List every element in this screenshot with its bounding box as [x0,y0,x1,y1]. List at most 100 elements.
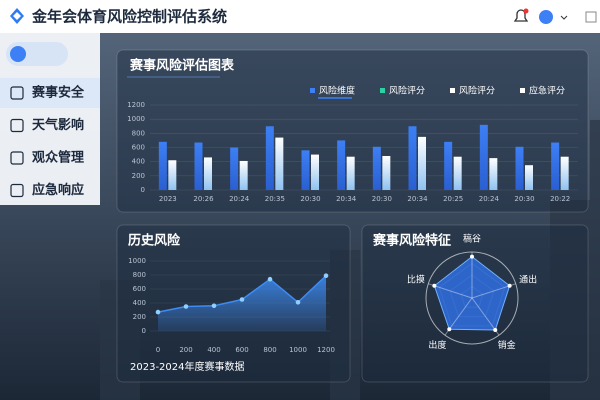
panel-title: 赛事风险评估图表 [129,58,235,74]
nav-icon [10,151,24,165]
nav-icon [10,183,24,198]
x-tick-label: 20:30 [372,195,392,203]
x-tick-label: 20:34 [407,195,428,203]
chart-caption: 2023-2024年度赛事数据 [130,360,245,373]
legend-swatch [520,88,525,93]
radar-area [433,255,511,331]
nav-active-bg [0,78,100,108]
bar [168,160,177,190]
bar [204,157,212,190]
bar [408,126,417,190]
x-tick-label: 20:30 [300,195,320,203]
x-tick-label: 20:24 [479,195,500,203]
bar [301,150,310,190]
app-title: 金年会体育风险控制评估系统 [31,8,227,26]
avatar[interactable] [539,10,553,24]
bar [489,158,498,190]
bar [346,156,355,190]
radar-point [470,254,474,259]
bar [158,141,167,190]
logo-icon [10,8,24,24]
radar-point [432,283,437,288]
panel-title: 历史风险 [128,233,181,249]
bar [382,156,391,190]
sidebar-logo-icon [10,46,26,62]
bar [479,124,488,190]
y-tick-label: 800 [132,129,145,137]
y-tick-label: 400 [132,158,145,166]
y-tick-label: 400 [133,299,146,307]
bar [525,165,533,190]
x-tick-label: 20:34 [336,195,357,203]
legend-swatch [450,88,455,93]
nav-item[interactable]: 赛事安全 [31,85,85,101]
x-tick-label: 20:25 [443,195,463,203]
panel-title: 赛事风险特征 [372,233,451,249]
legend-swatch [380,88,385,93]
x-tick-label: 20:22 [550,195,570,203]
radar-point [447,327,452,332]
bar [239,160,248,190]
nav-icon [10,86,24,100]
x-tick-label: 20:26 [193,195,214,203]
window-icon[interactable] [585,11,597,23]
point [267,276,273,282]
point [323,273,329,279]
nav-item[interactable]: 天气影响 [32,117,84,133]
badge [523,8,529,14]
x-tick-label: 1000 [289,346,307,354]
nav-item[interactable]: 应急响应 [32,182,84,198]
y-tick-label: 200 [133,313,146,321]
bar [275,137,284,190]
header-bar [0,0,600,33]
x-tick-label: 800 [263,346,276,354]
y-tick-label: 800 [133,271,146,279]
y-tick-label: 600 [133,285,146,293]
x-tick-label: 20:30 [514,195,534,203]
point [155,309,161,315]
radar-label: 销金 [498,339,516,351]
bar [230,147,239,190]
bar [453,156,462,190]
y-tick-label: 1000 [127,115,145,123]
y-tick-label: 1000 [128,257,146,265]
legend-swatch [310,88,315,93]
x-tick-label: 2023 [159,195,177,203]
x-tick-label: 600 [235,346,248,354]
point [183,304,189,309]
x-tick-label: 0 [156,346,160,354]
x-tick-label: 200 [179,346,192,354]
legend-label: 应急评分 [529,85,565,97]
legend-label: 风险评分 [389,85,425,97]
bar [551,142,560,190]
radar-point [507,283,512,288]
nav-icon [10,118,24,133]
bar [418,136,426,190]
y-tick-label: 0 [142,327,146,335]
x-tick-label: 400 [207,346,220,354]
city-skyline [100,120,600,400]
radar-label: 稿谷 [463,233,481,245]
bar [311,154,319,190]
radar-label: 出度 [428,339,446,351]
radar-label: 通出 [519,273,537,285]
dropdown-icon[interactable] [560,15,568,20]
legend-label: 风险评分 [459,85,495,97]
legend-label: 风险维度 [319,85,355,97]
bar [515,146,524,190]
nav-item[interactable]: 观众管理 [32,150,84,166]
area [158,275,326,331]
bar [337,140,346,190]
bar [444,141,453,190]
bell-icon[interactable] [513,9,529,22]
x-tick-label: 20:35 [265,195,285,203]
radar-label: 比摸 [407,273,425,285]
y-tick-label: 1200 [127,101,145,109]
point [295,300,301,305]
radar-ring [425,251,519,345]
radar-point [493,328,498,333]
bar [265,126,274,190]
bar [194,142,203,190]
point [239,297,245,302]
